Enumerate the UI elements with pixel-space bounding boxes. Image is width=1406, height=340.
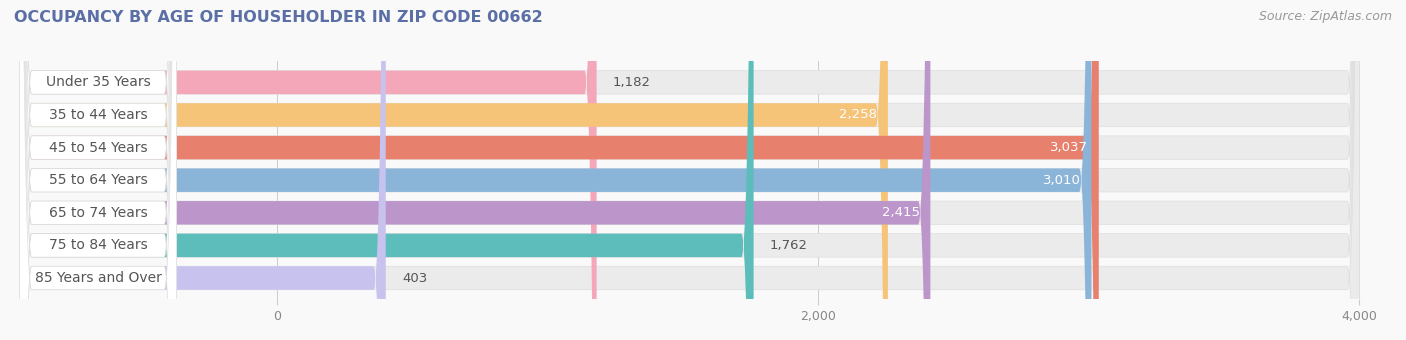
FancyBboxPatch shape	[20, 0, 596, 340]
Text: 403: 403	[402, 272, 427, 285]
FancyBboxPatch shape	[20, 0, 889, 340]
FancyBboxPatch shape	[20, 0, 1360, 340]
FancyBboxPatch shape	[20, 0, 177, 340]
Text: Source: ZipAtlas.com: Source: ZipAtlas.com	[1258, 10, 1392, 23]
Text: Under 35 Years: Under 35 Years	[45, 75, 150, 89]
Text: 45 to 54 Years: 45 to 54 Years	[49, 141, 148, 155]
Text: 1,182: 1,182	[613, 76, 651, 89]
FancyBboxPatch shape	[20, 0, 177, 340]
Text: 65 to 74 Years: 65 to 74 Years	[49, 206, 148, 220]
FancyBboxPatch shape	[20, 0, 1360, 340]
FancyBboxPatch shape	[20, 0, 177, 340]
FancyBboxPatch shape	[20, 0, 177, 340]
Text: 2,415: 2,415	[882, 206, 920, 219]
FancyBboxPatch shape	[20, 0, 385, 340]
Text: OCCUPANCY BY AGE OF HOUSEHOLDER IN ZIP CODE 00662: OCCUPANCY BY AGE OF HOUSEHOLDER IN ZIP C…	[14, 10, 543, 25]
Text: 3,037: 3,037	[1050, 141, 1088, 154]
FancyBboxPatch shape	[20, 0, 1091, 340]
FancyBboxPatch shape	[20, 0, 1360, 340]
FancyBboxPatch shape	[20, 0, 177, 340]
FancyBboxPatch shape	[20, 0, 1360, 340]
FancyBboxPatch shape	[20, 0, 1360, 340]
FancyBboxPatch shape	[20, 0, 1360, 340]
FancyBboxPatch shape	[20, 0, 1360, 340]
FancyBboxPatch shape	[20, 0, 1098, 340]
FancyBboxPatch shape	[20, 0, 754, 340]
Text: 2,258: 2,258	[839, 108, 877, 121]
FancyBboxPatch shape	[20, 0, 177, 340]
Text: 55 to 64 Years: 55 to 64 Years	[49, 173, 148, 187]
Text: 75 to 84 Years: 75 to 84 Years	[49, 238, 148, 252]
Text: 1,762: 1,762	[770, 239, 808, 252]
Text: 35 to 44 Years: 35 to 44 Years	[49, 108, 148, 122]
Text: 85 Years and Over: 85 Years and Over	[35, 271, 162, 285]
FancyBboxPatch shape	[20, 0, 931, 340]
FancyBboxPatch shape	[20, 0, 177, 340]
Text: 3,010: 3,010	[1043, 174, 1081, 187]
